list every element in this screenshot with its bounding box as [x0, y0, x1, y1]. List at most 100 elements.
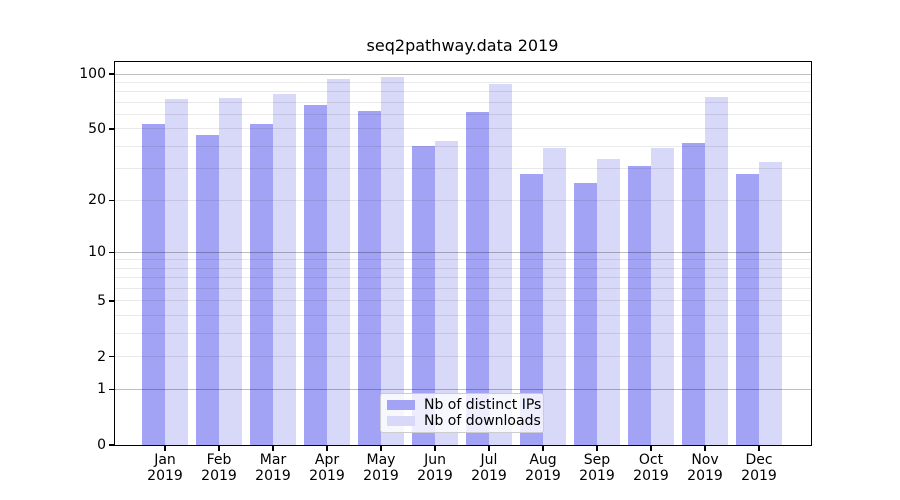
y-tick-mark: [109, 199, 114, 201]
gridline-minor: [114, 145, 811, 147]
x-tick-mark: [164, 446, 166, 451]
x-tick-label-year: 2019: [471, 468, 507, 484]
x-tick-label-month: May: [366, 452, 396, 468]
x-tick-label-year: 2019: [579, 468, 615, 484]
y-tick-mark: [109, 251, 114, 253]
gridline-minor: [114, 199, 811, 201]
x-tick-label-month: Apr: [314, 452, 340, 468]
x-tick-label-year: 2019: [525, 468, 561, 484]
gridline-minor: [114, 114, 811, 116]
x-tick-mark: [272, 446, 274, 451]
y-tick-label: 50: [88, 120, 106, 137]
gridline-minor: [114, 277, 811, 279]
x-tick-mark: [596, 446, 598, 451]
legend-swatch-downloads: [387, 415, 415, 427]
x-tick-label-month: Jul: [480, 452, 498, 468]
x-tick-mark: [434, 446, 436, 451]
bar-downloads-mar: [273, 93, 296, 445]
x-tick-label-month: Dec: [745, 452, 773, 468]
gridline-minor: [114, 300, 811, 302]
x-tick-label-month: Jan: [154, 452, 176, 468]
gridline-minor: [114, 259, 811, 261]
bar-downloads-dec: [759, 161, 782, 445]
x-tick-mark: [326, 446, 328, 451]
bar-downloads-nov: [705, 96, 728, 445]
x-tick-mark: [380, 446, 382, 451]
x-tick-label: May 2019: [354, 452, 408, 484]
gridline-minor: [114, 128, 811, 130]
x-tick-label-month: Sep: [583, 452, 611, 468]
bar-downloads-aug: [543, 148, 566, 445]
bar-downloads-apr: [327, 78, 350, 445]
x-tick-label: Nov 2019: [678, 452, 732, 484]
y-tick-label: 100: [79, 66, 106, 82]
y-tick-mark: [109, 128, 114, 130]
y-tick-label: 20: [88, 192, 106, 209]
x-tick-mark: [218, 446, 220, 451]
x-tick-label-year: 2019: [309, 468, 345, 484]
bar-distinct-ips-sep: [574, 183, 597, 445]
x-tick-label: Apr 2019: [300, 452, 354, 484]
y-tick-mark: [109, 300, 114, 302]
x-tick-label: Sep 2019: [570, 452, 624, 484]
bar-distinct-ips-oct: [628, 166, 651, 445]
bar-distinct-ips-aug: [520, 174, 543, 445]
gridline-minor: [114, 333, 811, 335]
x-tick-label-year: 2019: [417, 468, 453, 484]
x-tick-label-year: 2019: [741, 468, 777, 484]
bar-distinct-ips-feb: [196, 135, 219, 445]
x-tick-label: Aug 2019: [516, 452, 570, 484]
x-tick-mark: [542, 446, 544, 451]
y-tick-mark: [109, 356, 114, 358]
y-tick-label: 1: [97, 381, 106, 398]
bar-downloads-feb: [219, 97, 242, 445]
gridline-major: [114, 73, 811, 75]
bar-distinct-ips-apr: [304, 104, 327, 445]
y-tick-mark: [109, 388, 114, 390]
legend: Nb of distinct IPs Nb of downloads: [380, 393, 544, 433]
x-tick-label: Jun 2019: [408, 452, 462, 484]
x-tick-mark: [758, 446, 760, 451]
x-tick-label-year: 2019: [363, 468, 399, 484]
x-tick-label-year: 2019: [687, 468, 723, 484]
x-tick-mark: [704, 446, 706, 451]
gridline-minor: [114, 288, 811, 290]
bar-distinct-ips-nov: [682, 142, 705, 445]
bar-distinct-ips-dec: [736, 174, 759, 445]
bar-distinct-ips-jul: [466, 111, 489, 445]
legend-label-distinct-ips: Nb of distinct IPs: [424, 397, 542, 413]
x-tick-label-month: Oct: [638, 452, 664, 468]
gridline-minor: [114, 91, 811, 93]
x-tick-label: Jan 2019: [138, 452, 192, 484]
bar-downloads-oct: [651, 148, 674, 445]
y-tick-label: 5: [97, 292, 106, 309]
legend-swatch-distinct-ips: [387, 399, 415, 411]
bar-downloads-sep: [597, 159, 620, 445]
x-tick-label: Jul 2019: [462, 452, 516, 484]
bar-downloads-jun: [435, 140, 458, 445]
gridline-minor: [114, 81, 811, 83]
y-tick-label: 0: [97, 437, 106, 453]
x-tick-label-year: 2019: [147, 468, 183, 484]
x-tick-label-month: Jun: [424, 452, 446, 468]
legend-item-downloads: Nb of downloads: [387, 413, 541, 429]
gridline-minor: [114, 267, 811, 269]
bar-distinct-ips-may: [358, 110, 381, 445]
bar-distinct-ips-jan: [142, 124, 165, 445]
legend-label-downloads: Nb of downloads: [424, 413, 541, 429]
y-tick-label: 2: [97, 348, 106, 365]
gridline-minor: [114, 101, 811, 103]
y-tick-label: 10: [88, 244, 106, 261]
x-tick-mark: [650, 446, 652, 451]
x-tick-label-year: 2019: [633, 468, 669, 484]
gridline-major: [114, 251, 811, 253]
gridline-minor: [114, 356, 811, 358]
x-tick-label-month: Feb: [206, 452, 232, 468]
x-tick-label: Dec 2019: [732, 452, 786, 484]
gridline-minor: [114, 168, 811, 170]
x-tick-label-year: 2019: [255, 468, 291, 484]
x-tick-mark: [488, 446, 490, 451]
x-tick-label: Feb 2019: [192, 452, 246, 484]
y-tick-mark: [109, 444, 114, 446]
